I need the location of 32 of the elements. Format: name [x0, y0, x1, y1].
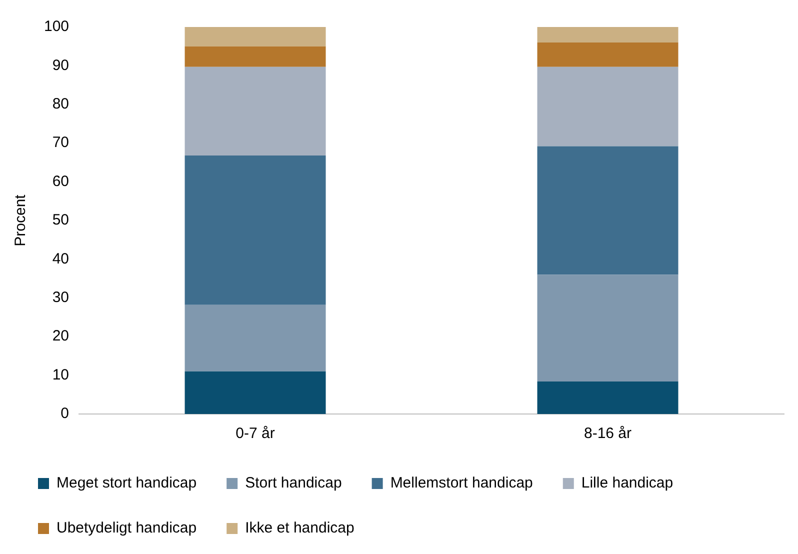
y-tick-label: 20	[52, 328, 70, 345]
y-tick-label: 90	[52, 56, 70, 74]
bar	[184, 66, 326, 156]
legend-label: Ikke et handicap	[245, 520, 354, 537]
y-tick-label: 50	[52, 212, 70, 229]
legend-label: Mellemstort handicap	[390, 474, 533, 492]
y-tick-label: 70	[52, 134, 70, 152]
bar	[537, 42, 678, 67]
legend-label: Meget stort handicap	[56, 474, 197, 492]
bar	[184, 304, 326, 372]
bar	[184, 371, 326, 414]
bar	[537, 274, 678, 382]
x-tick-label: 8-16 år	[584, 425, 632, 442]
bar	[537, 381, 678, 414]
y-tick-label: 60	[52, 172, 70, 190]
bar	[537, 66, 678, 146]
y-tick-label: 0	[60, 405, 70, 422]
y-tick-label: 40	[52, 250, 70, 268]
legend-label: Stort handicap	[245, 474, 342, 492]
bar	[184, 46, 326, 67]
y-tick-label: 80	[52, 96, 70, 113]
bar	[537, 27, 678, 42]
y-axis-title: Procent	[12, 194, 30, 246]
legend-label: Ubetydeligt handicap	[56, 520, 197, 537]
legend-label: Lille handicap	[581, 474, 674, 492]
y-tick-label: 10	[52, 366, 70, 384]
y-tick-label: 100	[44, 18, 70, 36]
y-tick-label: 30	[52, 289, 70, 306]
bar	[184, 155, 326, 305]
x-tick-label: 0-7 år	[236, 425, 275, 442]
bar	[184, 27, 326, 46]
bar	[537, 146, 678, 275]
